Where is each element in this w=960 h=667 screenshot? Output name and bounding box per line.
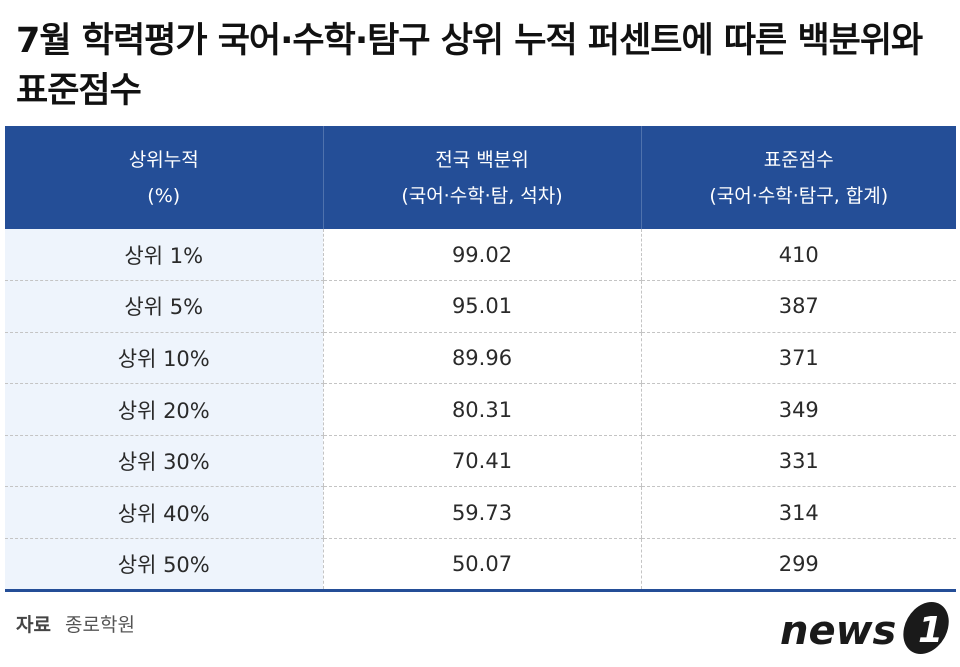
page-title: 7월 학력평가 국어·수학·탐구 상위 누적 퍼센트에 따른 백분위와 표준점수 [16,21,923,111]
table-row: 상위 30% 70.41 331 [5,435,956,488]
header-score-line2: (국어·수학·탐구, 합계) [709,184,889,207]
header-rank-line1: 상위누적 [128,148,199,171]
header-percentile: 전국 백분위 (국어·수학·탐, 석차) [322,126,641,229]
table-header-row: 상위누적 (%) 전국 백분위 (국어·수학·탐, 석차) 표준점수 (국어·수… [5,126,956,229]
rank-cell: 상위 20% [5,383,323,436]
header-percentile-line2: (국어·수학·탐, 석차) [401,184,563,207]
rank-cell: 상위 30% [5,435,323,488]
rank-cell: 상위 10% [5,332,323,385]
header-rank: 상위누적 (%) [5,126,323,229]
score-cell: 371 [640,332,956,385]
source-value: 종로학원 [65,614,135,636]
percentile-cell: 59.73 [322,486,641,540]
table-row: 상위 50% 50.07 299 [5,538,956,592]
percentile-cell: 50.07 [322,538,641,592]
score-table: 상위누적 (%) 전국 백분위 (국어·수학·탐, 석차) 표준점수 (국어·수… [5,126,956,592]
percentile-cell: 99.02 [322,229,641,282]
score-cell: 314 [640,486,956,540]
score-cell: 387 [640,280,956,333]
header-score: 표준점수 (국어·수학·탐구, 합계) [640,126,956,229]
logo-wordmark: news [780,608,896,654]
rank-cell: 상위 50% [5,538,323,592]
table-row: 상위 10% 89.96 371 [5,332,956,385]
percentile-cell: 95.01 [322,280,641,333]
percentile-cell: 89.96 [322,332,641,385]
header-rank-line2: (%) [147,184,181,207]
logo-mark-numeral: 1 [918,610,943,651]
table-row: 상위 20% 80.31 349 [5,383,956,436]
score-cell: 410 [640,229,956,282]
rank-cell: 상위 5% [5,280,323,333]
table-row: 상위 1% 99.02 410 [5,229,956,282]
source-label: 자료 [16,614,51,636]
table-row: 상위 40% 59.73 314 [5,486,956,540]
table-row: 상위 5% 95.01 387 [5,280,956,333]
rank-cell: 상위 1% [5,229,323,282]
header-percentile-line1: 전국 백분위 [435,148,529,171]
news1-logo: news 1 [780,602,949,654]
rank-cell: 상위 40% [5,486,323,540]
percentile-cell: 80.31 [322,383,641,436]
percentile-cell: 70.41 [322,435,641,488]
score-cell: 331 [640,435,956,488]
source-credit: 자료 종로학원 [16,610,135,637]
score-cell: 299 [640,538,956,592]
score-cell: 349 [640,383,956,436]
header-score-line1: 표준점수 [763,148,834,171]
logo-mark-circle [903,602,949,654]
